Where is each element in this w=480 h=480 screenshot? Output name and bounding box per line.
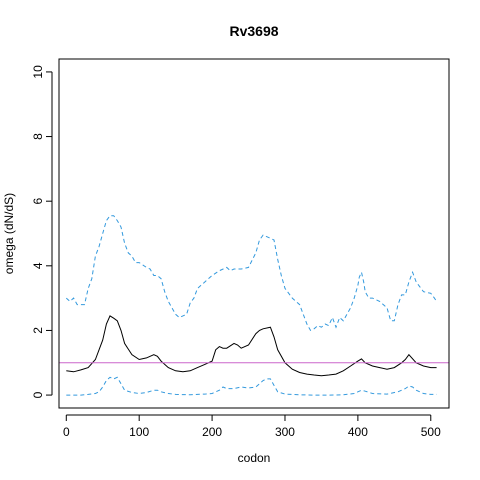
y-tick-label: 10 <box>31 65 45 79</box>
y-tick-label: 2 <box>31 327 45 334</box>
series-line-1 <box>66 315 437 377</box>
y-axis-label: omega (dN/dS) <box>2 193 16 274</box>
chart-title: Rv3698 <box>229 23 278 39</box>
series-line-3 <box>66 376 437 396</box>
x-tick-label: 200 <box>202 425 222 439</box>
x-tick-label: 500 <box>421 425 441 439</box>
x-tick-label: 300 <box>275 425 295 439</box>
series-line-2 <box>65 215 438 332</box>
y-tick-label: 4 <box>31 262 45 269</box>
y-axis: 0 2 4 6 8 10 <box>31 65 53 398</box>
plot-frame <box>58 58 450 409</box>
plot-series <box>65 215 438 396</box>
x-tick-label: 0 <box>63 425 70 439</box>
x-axis: 0 100 200 300 400 500 <box>63 414 441 439</box>
y-tick-label: 8 <box>31 133 45 140</box>
x-tick-label: 400 <box>348 425 368 439</box>
x-tick-label: 100 <box>129 425 149 439</box>
x-axis-label: codon <box>238 451 271 465</box>
y-tick-label: 0 <box>31 391 45 398</box>
y-tick-label: 6 <box>31 198 45 205</box>
